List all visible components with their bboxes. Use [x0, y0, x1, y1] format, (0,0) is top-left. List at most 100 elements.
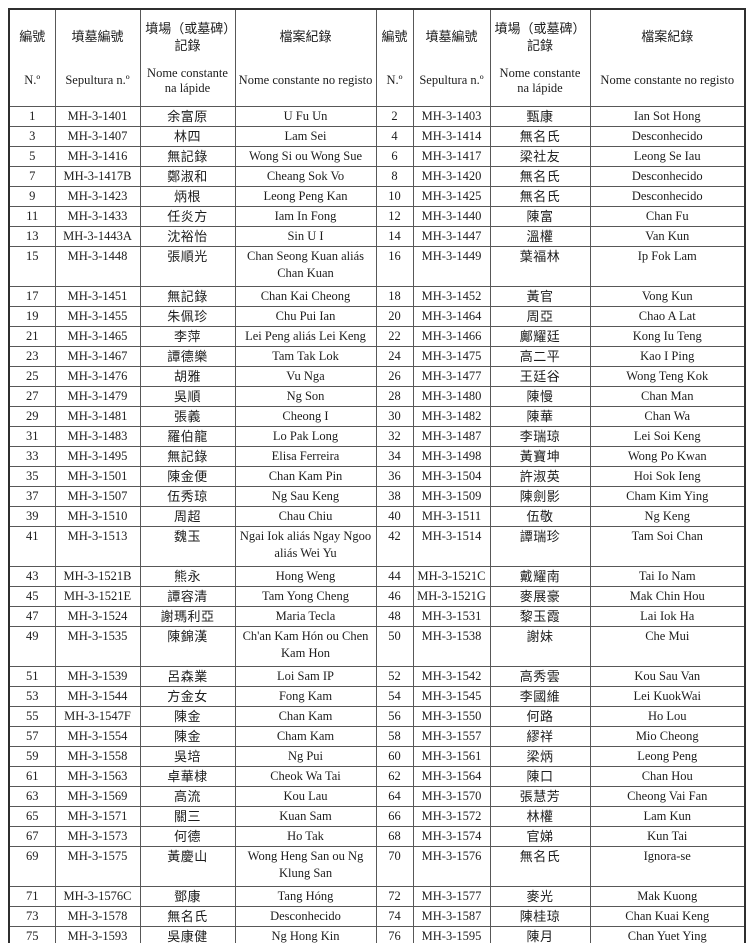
cell-registo-right: Desconhecido — [589, 166, 746, 187]
cell-lapide-left: 周超 — [139, 506, 236, 527]
table-row: 15 MH-3-1448 張順光 Chan Seong Kuan aliás Chan… — [8, 246, 746, 287]
table-row: 33 MH-3-1495 無記錄 Elisa Ferreira 34 MH-3-1498 黃… — [8, 446, 746, 467]
cell-lapide-left: 何德 — [139, 826, 236, 847]
cell-sepultura-left: MH-3-1563 — [54, 766, 141, 787]
cell-registo-right: Van Kun — [589, 226, 746, 247]
cell-sepultura-right: MH-3-1538 — [412, 626, 491, 667]
cell-sepultura-left: MH-3-1593 — [54, 926, 141, 943]
cell-registo-right: Kao I Ping — [589, 346, 746, 367]
cell-sepultura-left: MH-3-1521E — [54, 586, 141, 607]
cell-lapide-left: 余富原 — [139, 106, 236, 127]
cell-lapide-left: 羅伯龍 — [139, 426, 236, 447]
cell-sepultura-right: MH-3-1464 — [412, 306, 491, 327]
cell-lapide-left: 熊永 — [139, 566, 236, 587]
table-row: 11 MH-3-1433 任炎方 Iam In Fong 12 MH-3-1440 陳富 Ch… — [8, 206, 746, 227]
cell-sepultura-right: MH-3-1577 — [412, 886, 491, 907]
cell-registo-left: Fong Kam — [234, 686, 377, 707]
cell-registo-right: Chao A Lat — [589, 306, 746, 327]
cell-number-right: 26 — [375, 366, 414, 387]
cell-registo-right: Wong Po Kwan — [589, 446, 746, 467]
cell-lapide-left: 李萍 — [139, 326, 236, 347]
cell-lapide-right: 官娣 — [489, 826, 591, 847]
cell-number-left: 67 — [8, 826, 56, 847]
cell-number-left: 31 — [8, 426, 56, 447]
header-registo-left-pt: Nome constante no registo — [238, 73, 373, 87]
cell-sepultura-left: MH-3-1448 — [54, 246, 141, 287]
cell-lapide-right: 陳富 — [489, 206, 591, 227]
cell-registo-right: Lei Soi Keng — [589, 426, 746, 447]
cell-sepultura-right: MH-3-1475 — [412, 346, 491, 367]
cell-lapide-right: 李瑞琼 — [489, 426, 591, 447]
cell-number-right: 40 — [375, 506, 414, 527]
header-sepultura-left: 墳墓編號 Sepultura n.º — [54, 8, 141, 107]
cell-number-right: 54 — [375, 686, 414, 707]
cell-number-right: 36 — [375, 466, 414, 487]
table-row: 47 MH-3-1524 謝瑪利亞 Maria Tecla 48 MH-3-1531 黎玉霞… — [8, 606, 746, 627]
cell-number-right: 8 — [375, 166, 414, 187]
cell-sepultura-left: MH-3-1569 — [54, 786, 141, 807]
cell-number-right: 2 — [375, 106, 414, 127]
cell-sepultura-left: MH-3-1407 — [54, 126, 141, 147]
cell-lapide-right: 高秀雲 — [489, 666, 591, 687]
cell-registo-left: Ng Pui — [234, 746, 377, 767]
header-number-left: 編號 N.º — [8, 8, 56, 107]
cell-sepultura-left: MH-3-1575 — [54, 846, 141, 887]
cell-number-left: 41 — [8, 526, 56, 567]
cell-number-right: 70 — [375, 846, 414, 887]
cell-registo-right: Wong Teng Kok — [589, 366, 746, 387]
cell-registo-left: Vu Nga — [234, 366, 377, 387]
cell-sepultura-left: MH-3-1467 — [54, 346, 141, 367]
cell-registo-right: Che Mui — [589, 626, 746, 667]
cell-number-right: 62 — [375, 766, 414, 787]
table-row: 25 MH-3-1476 胡雅 Vu Nga 26 MH-3-1477 王廷谷 Wong Te… — [8, 366, 746, 387]
cell-number-left: 51 — [8, 666, 56, 687]
cell-number-right: 76 — [375, 926, 414, 943]
cell-lapide-right: 梁社友 — [489, 146, 591, 167]
cell-registo-left: Tam Yong Cheng — [234, 586, 377, 607]
cell-lapide-right: 無名氏 — [489, 846, 591, 887]
cell-sepultura-right: MH-3-1557 — [412, 726, 491, 747]
cell-sepultura-right: MH-3-1576 — [412, 846, 491, 887]
cell-registo-left: Iam In Fong — [234, 206, 377, 227]
table-row: 31 MH-3-1483 羅伯龍 Lo Pak Long 32 MH-3-1487 李瑞琼 L… — [8, 426, 746, 447]
cell-lapide-left: 譚容清 — [139, 586, 236, 607]
cell-registo-right: Ho Lou — [589, 706, 746, 727]
cell-registo-right: Vong Kun — [589, 286, 746, 307]
header-sepultura-left-pt: Sepultura n.º — [65, 73, 130, 87]
cell-registo-left: Hong Weng — [234, 566, 377, 587]
cell-number-left: 17 — [8, 286, 56, 307]
cell-registo-left: Ho Tak — [234, 826, 377, 847]
table-row: 29 MH-3-1481 張義 Cheong I 30 MH-3-1482 陳華 Chan W… — [8, 406, 746, 427]
cell-lapide-right: 溫權 — [489, 226, 591, 247]
cell-lapide-right: 林權 — [489, 806, 591, 827]
cell-sepultura-right: MH-3-1447 — [412, 226, 491, 247]
cell-lapide-left: 林四 — [139, 126, 236, 147]
cell-sepultura-right: MH-3-1511 — [412, 506, 491, 527]
cell-number-right: 64 — [375, 786, 414, 807]
cell-sepultura-right: MH-3-1425 — [412, 186, 491, 207]
cell-number-left: 73 — [8, 906, 56, 927]
cell-registo-right: Leong Se Iau — [589, 146, 746, 167]
cell-lapide-left: 無名氏 — [139, 906, 236, 927]
header-sepultura-right-pt: Sepultura n.º — [419, 73, 484, 87]
cell-lapide-left: 鄭淑和 — [139, 166, 236, 187]
cell-sepultura-left: MH-3-1539 — [54, 666, 141, 687]
cell-sepultura-right: MH-3-1514 — [412, 526, 491, 567]
cell-lapide-left: 謝瑪利亞 — [139, 606, 236, 627]
cell-sepultura-right: MH-3-1521C — [412, 566, 491, 587]
cell-registo-left: Lei Peng aliás Lei Keng — [234, 326, 377, 347]
cell-lapide-left: 呂森業 — [139, 666, 236, 687]
header-lapide-right-zh: 墳場（或墓碑）記錄 — [494, 21, 586, 53]
cell-registo-left: Wong Heng San ou Ng Klung San — [234, 846, 377, 887]
cell-lapide-left: 陳金便 — [139, 466, 236, 487]
cell-lapide-right: 陳華 — [489, 406, 591, 427]
cell-registo-left: U Fu Un — [234, 106, 377, 127]
header-registo-right-pt: Nome constante no registo — [600, 73, 735, 87]
cell-number-left: 37 — [8, 486, 56, 507]
cell-sepultura-left: MH-3-1521B — [54, 566, 141, 587]
cell-registo-right: Tai Io Nam — [589, 566, 746, 587]
cell-sepultura-right: MH-3-1480 — [412, 386, 491, 407]
cell-registo-right: Ignora-se — [589, 846, 746, 887]
cell-number-left: 29 — [8, 406, 56, 427]
table-row: 59 MH-3-1558 吳培 Ng Pui 60 MH-3-1561 梁炳 Leong Pe… — [8, 746, 746, 767]
